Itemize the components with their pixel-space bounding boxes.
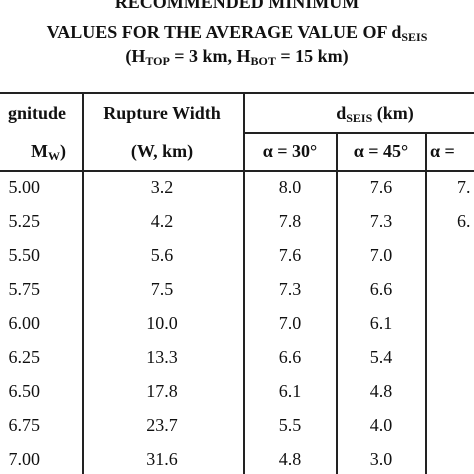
subscript: TOP (145, 54, 170, 68)
text-run: gnitude (7, 103, 66, 123)
table-cell: 6.6 (278, 347, 302, 367)
column-header: α = 45° (353, 141, 409, 161)
table-cell: 5.50 (8, 245, 41, 265)
text-run: (W, km) (130, 141, 194, 161)
table-cell: 31.6 (146, 449, 178, 469)
table-cell: 6.75 (8, 415, 41, 435)
table-cell: 7.00 (8, 449, 41, 469)
table-cell: 13.3 (146, 347, 178, 367)
table-cell: 7.6 (369, 177, 393, 197)
table-cell: 8.0 (278, 177, 302, 197)
table-cell: 7.0 (278, 313, 302, 333)
column-header: MW) (31, 141, 66, 163)
text-run: ) (60, 141, 66, 161)
title-line: (HTOP = 3 km, HBOT = 15 km) (125, 46, 349, 68)
table-cell: 4.0 (369, 415, 393, 435)
table-cell: 23.7 (146, 415, 178, 435)
subscript: SEIS (401, 30, 428, 44)
table-cell: 5.4 (369, 347, 393, 367)
table-cell: 6.25 (8, 347, 41, 367)
table-cell: 7.5 (150, 279, 174, 299)
table-cell: 4.2 (150, 211, 174, 231)
table-cell: 7.8 (278, 211, 302, 231)
column-header: gnitude (8, 103, 66, 123)
table-cell: 7.0 (369, 245, 393, 265)
table-cell: 6.50 (8, 381, 41, 401)
table-cell: 10.0 (146, 313, 178, 333)
table-cell: 7.6 (278, 245, 302, 265)
table-cell: 6. (457, 211, 471, 231)
column-header: Rupture Width (103, 103, 221, 123)
text-run: Rupture Width (103, 103, 221, 123)
text-run: = 3 km, H (169, 46, 251, 66)
text-run: d (336, 103, 347, 123)
table-cell: 3.0 (369, 449, 393, 469)
table-cell: 6.1 (369, 313, 393, 333)
table-cell: 7.3 (278, 279, 302, 299)
subscript: SEIS (346, 111, 373, 125)
column-header: α = (430, 141, 455, 161)
rule (243, 92, 245, 474)
rule (82, 92, 84, 474)
text-run: VALUES FOR THE AVERAGE VALUE OF d (46, 22, 402, 42)
table-cell: 5.75 (8, 279, 41, 299)
column-header: dSEIS (km) (336, 103, 414, 125)
table-cell: 4.8 (278, 449, 302, 469)
title-line: RECOMMENDED MINIMUM (115, 0, 359, 12)
rule (425, 132, 427, 474)
rule (0, 170, 474, 172)
table-cell: 6.00 (8, 313, 41, 333)
table-cell: 4.8 (369, 381, 393, 401)
text-run: (km) (372, 103, 414, 123)
column-header: (W, km) (131, 141, 193, 161)
rule (0, 92, 474, 94)
rule (336, 132, 338, 474)
table-cell: 6.1 (278, 381, 302, 401)
rule (243, 132, 474, 134)
table-cell: 7. (457, 177, 471, 197)
table-cell: 3.2 (150, 177, 174, 197)
table-cell: 5.25 (8, 211, 41, 231)
text-run: = 15 km) (275, 46, 349, 66)
subscript: W (48, 149, 60, 163)
text-run: M (31, 141, 48, 161)
table-cell: 5.00 (8, 177, 41, 197)
table-cell: 6.6 (369, 279, 393, 299)
column-header: α = 30° (262, 141, 318, 161)
text-run: (H (125, 46, 146, 66)
text-run: RECOMMENDED MINIMUM (114, 0, 360, 12)
table-cell: 7.3 (369, 211, 393, 231)
table-cell: 5.5 (278, 415, 302, 435)
table-cell: 5.6 (150, 245, 174, 265)
subscript: BOT (250, 54, 276, 68)
title-line: VALUES FOR THE AVERAGE VALUE OF dSEIS (46, 22, 428, 44)
table-cell: 17.8 (146, 381, 178, 401)
